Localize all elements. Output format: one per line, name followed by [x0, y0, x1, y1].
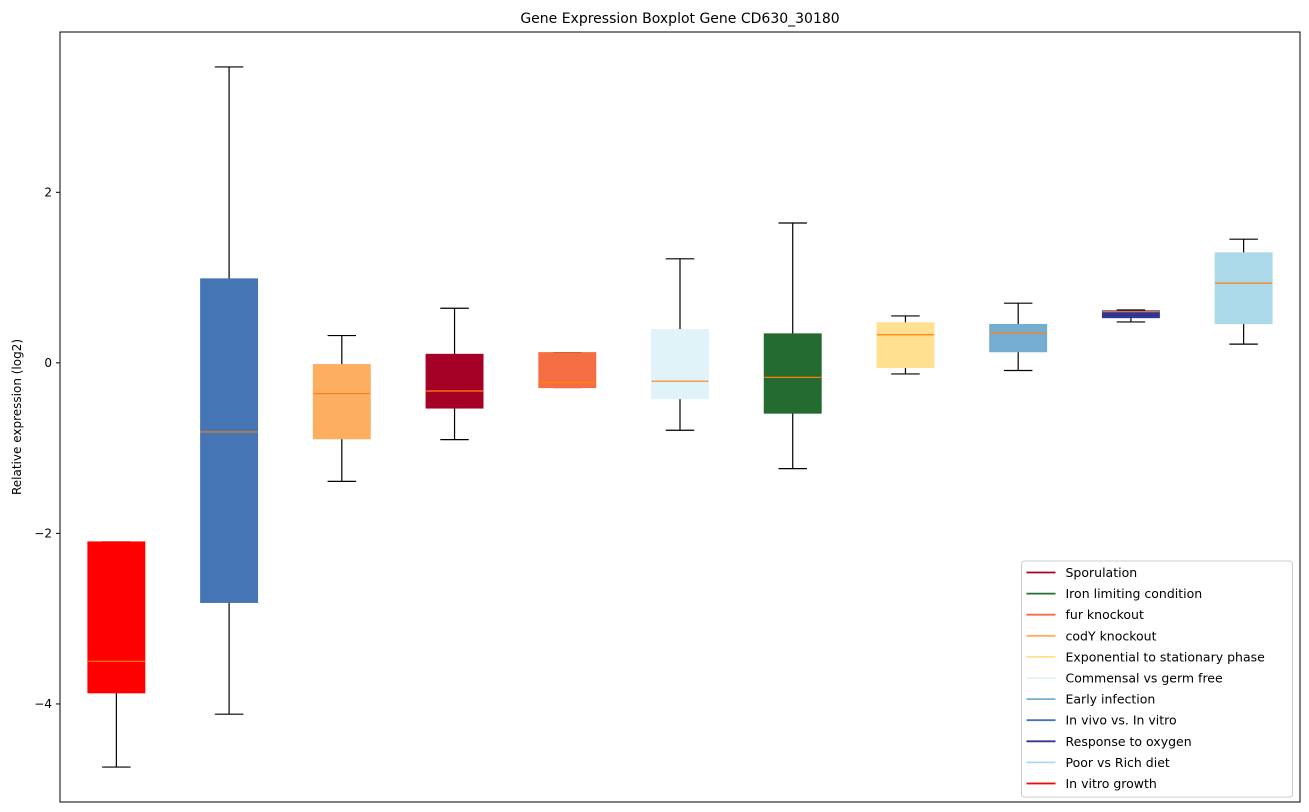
box-commensal-vs-germ-free: [651, 258, 709, 431]
legend-item: codY knockout: [1026, 628, 1157, 643]
legend-item: Iron limiting condition: [1026, 586, 1203, 601]
legend-item: In vitro growth: [1026, 776, 1157, 791]
box-fur-knockout: [538, 352, 597, 389]
legend-label: Commensal vs germ free: [1066, 671, 1223, 686]
legend-label: In vivo vs. In vitro: [1066, 713, 1177, 728]
box-poor-vs-rich-diet: [1214, 238, 1273, 345]
box-in-vivo-vs-in-vitro: [200, 66, 259, 715]
box-body: [989, 323, 1048, 353]
box-iron-limiting-condition: [763, 222, 822, 470]
y-tick-label: −2: [34, 526, 52, 540]
legend-item: Poor vs Rich diet: [1026, 755, 1170, 770]
legend-label: Exponential to stationary phase: [1066, 649, 1266, 664]
legend-item: In vivo vs. In vitro: [1026, 713, 1177, 728]
box-body: [1101, 310, 1160, 319]
legend-item: fur knockout: [1026, 607, 1144, 622]
legend-label: In vitro growth: [1066, 776, 1157, 791]
legend-item: Commensal vs germ free: [1026, 671, 1223, 686]
legend-label: codY knockout: [1066, 628, 1157, 643]
y-tick-label: 2: [44, 185, 52, 199]
legend-label: fur knockout: [1066, 607, 1144, 622]
box-in-vitro-growth: [87, 541, 146, 768]
box-body: [763, 333, 822, 414]
y-tick-label: 0: [44, 356, 52, 370]
box-body: [200, 278, 259, 603]
box-sporulation: [425, 307, 484, 441]
legend-item: Response to oxygen: [1026, 734, 1192, 749]
legend-item: Early infection: [1026, 692, 1156, 707]
legend-item: Exponential to stationary phase: [1026, 649, 1266, 664]
legend-item: Sporulation: [1026, 565, 1138, 580]
box-body: [1214, 252, 1273, 325]
box-response-to-oxygen: [1101, 309, 1160, 323]
y-axis-ticks: −4 −2 0 2: [34, 185, 60, 711]
legend-label: Poor vs Rich diet: [1066, 755, 1170, 770]
legend: Sporulation Iron limiting condition fur kn…: [1021, 560, 1293, 798]
box-body: [876, 322, 935, 369]
box-cody-knockout: [312, 334, 371, 482]
legend-frame: [1021, 560, 1293, 798]
chart-title: Gene Expression Boxplot Gene CD630_30180: [520, 11, 839, 27]
boxes-group: [87, 66, 1273, 768]
legend-label: Iron limiting condition: [1066, 586, 1203, 601]
y-tick-label: −4: [34, 697, 52, 711]
legend-label: Early infection: [1066, 692, 1156, 707]
legend-label: Sporulation: [1066, 565, 1138, 580]
box-early-infection: [989, 302, 1048, 372]
box-body: [538, 352, 597, 389]
box-body: [87, 541, 146, 694]
box-body: [651, 329, 709, 400]
box-body: [425, 353, 484, 409]
box-body: [312, 364, 371, 440]
y-axis-label: Relative expression (log2): [10, 339, 24, 495]
box-exponential-to-stationary-phase: [876, 315, 935, 375]
legend-label: Response to oxygen: [1066, 734, 1192, 749]
axes-frame: [59, 31, 1301, 803]
